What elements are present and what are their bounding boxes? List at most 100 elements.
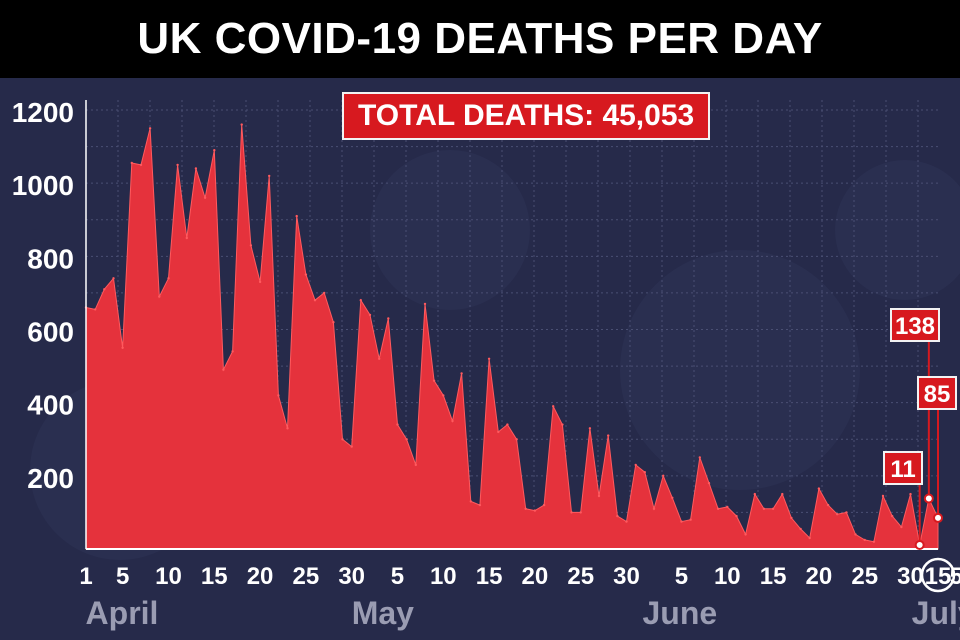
data-point [872,540,876,543]
data-point [258,280,262,284]
data-point [396,423,399,426]
data-point [845,511,848,514]
total-deaths-badge: TOTAL DEATHS: 45,053 [342,92,711,140]
x-tick-label: 5 [391,563,404,590]
data-point [350,445,353,448]
data-point [487,357,491,360]
today-marker-ring [920,557,956,593]
data-point [405,438,408,441]
callout-box [890,308,940,342]
data-point [460,372,463,375]
data-point [570,511,573,514]
data-point [387,317,390,320]
data-point [139,163,143,167]
x-tick-label: 20 [522,563,549,590]
data-point [762,507,766,510]
callout-label: 11 [890,456,915,483]
x-tick-label: 1 [79,563,92,590]
data-point [130,161,133,165]
data-point [735,514,738,518]
data-point [158,295,161,298]
data-point [451,419,454,423]
data-point [268,174,271,178]
data-point [900,525,903,529]
data-point [442,394,445,397]
callout-point [923,493,934,504]
data-point [368,313,372,317]
x-tick-label: 15 [925,563,952,590]
data-point [891,514,894,518]
data-point [295,214,298,218]
data-point [185,236,188,240]
x-tick-label: 30 [897,563,924,590]
x-tick-label: 25 [851,563,878,590]
callout-label: 138 [895,313,935,340]
data-point [597,494,601,498]
y-tick-label: 400 [27,390,74,421]
data-point [378,357,381,360]
callout-box [883,451,923,485]
y-tick-label: 800 [27,243,74,274]
data-point [881,494,885,498]
y-tick-label: 600 [27,317,74,348]
data-point [121,346,124,349]
data-point [332,321,335,324]
callout-label: 85 [924,381,951,408]
data-point [552,405,555,408]
data-point [616,514,619,518]
virus-decoration-icon [370,150,530,310]
data-point [304,273,308,276]
data-point [607,434,610,437]
data-point [249,244,253,247]
data-point [863,538,866,542]
x-tick-label: 15 [201,563,228,590]
data-point [561,423,564,426]
data-point [222,368,225,371]
x-tick-label: 25 [567,563,594,590]
month-label: June [642,595,717,631]
data-point [662,474,665,477]
data-point [817,487,821,490]
data-point [808,536,811,540]
data-point [625,520,628,523]
x-tick-label: 10 [430,563,457,590]
data-point [588,427,592,430]
chart-title: UK COVID-19 DEATHS PER DAY [137,14,823,63]
callout-box [917,376,957,410]
x-tick-label: 30 [338,563,365,590]
data-point [112,277,115,280]
data-point [313,299,317,302]
data-point [194,167,198,170]
data-point [854,533,857,536]
data-point [909,492,912,496]
data-point [213,149,216,152]
y-tick-label: 1000 [12,170,74,201]
data-point [469,500,472,503]
data-point [790,516,793,520]
data-point [277,394,280,397]
data-point [836,513,839,516]
x-tick-label: 5 [675,563,688,590]
data-point [579,511,582,514]
data-point [506,423,509,426]
callout-point [933,512,943,523]
data-point [744,533,747,536]
data-point [753,492,756,496]
data-point [671,496,674,499]
x-tick-label: 15 [760,563,787,590]
x-tick-label: 5 [116,563,129,590]
data-point [203,196,207,199]
data-point [771,507,775,510]
callout-point [914,539,925,550]
virus-decoration-icon [835,160,960,300]
data-point [423,302,427,306]
x-tick-label: 30 [613,563,640,590]
virus-decoration-icon [620,250,860,490]
data-point [707,481,711,485]
data-point [286,427,289,430]
data-point [542,503,546,507]
data-point [167,277,170,280]
data-point [524,507,527,510]
